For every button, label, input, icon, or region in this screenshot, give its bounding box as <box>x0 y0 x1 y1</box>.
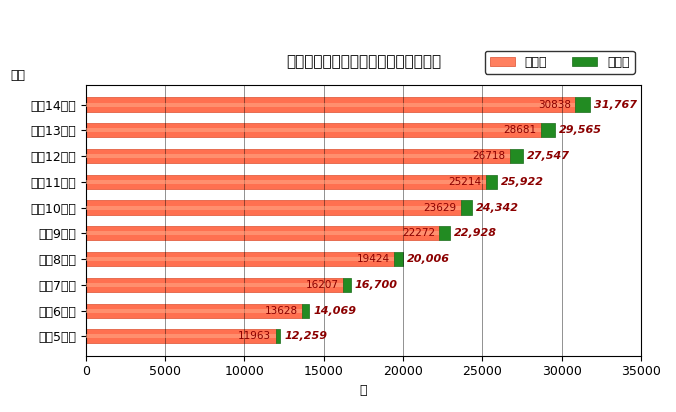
Bar <box>541 123 555 137</box>
Text: 16,700: 16,700 <box>355 280 398 290</box>
Text: 25214: 25214 <box>448 177 481 187</box>
Bar <box>86 180 486 184</box>
Bar <box>86 206 460 210</box>
Bar <box>86 252 394 266</box>
Bar <box>86 278 343 292</box>
Bar <box>86 149 510 163</box>
Bar <box>86 226 439 241</box>
Text: 30838: 30838 <box>538 100 571 110</box>
Text: 22272: 22272 <box>402 228 435 238</box>
Text: 28681: 28681 <box>504 125 537 135</box>
Bar <box>86 335 276 338</box>
Text: 16207: 16207 <box>306 280 339 290</box>
Bar <box>86 154 510 158</box>
Bar <box>86 175 486 189</box>
Bar <box>86 103 575 107</box>
Text: 23629: 23629 <box>423 203 456 213</box>
Text: 19424: 19424 <box>357 254 390 264</box>
Text: 25,922: 25,922 <box>501 177 544 187</box>
Text: 29,565: 29,565 <box>559 125 602 135</box>
Bar <box>86 123 541 137</box>
Bar <box>86 309 302 313</box>
Text: 20,006: 20,006 <box>408 254 450 264</box>
Text: 通級による指導対象児童生徒数の推移: 通級による指導対象児童生徒数の推移 <box>286 54 441 69</box>
Bar <box>86 329 276 344</box>
Bar <box>302 304 309 318</box>
Text: 12,259: 12,259 <box>285 331 327 342</box>
Bar <box>510 149 523 163</box>
Text: 22,928: 22,928 <box>454 228 497 238</box>
X-axis label: 人: 人 <box>360 384 367 397</box>
Text: 24,342: 24,342 <box>476 203 519 213</box>
Text: 年度: 年度 <box>11 70 26 82</box>
Legend: 小学校, 中学校: 小学校, 中学校 <box>485 51 635 74</box>
Bar <box>460 201 472 215</box>
Text: 14,069: 14,069 <box>313 306 356 316</box>
Bar <box>86 283 343 287</box>
Bar <box>86 201 460 215</box>
Bar <box>86 257 394 261</box>
Bar <box>486 175 497 189</box>
Bar <box>86 304 302 318</box>
Bar <box>86 98 575 112</box>
Bar <box>439 226 450 241</box>
Bar <box>343 278 351 292</box>
Bar <box>86 128 541 132</box>
Text: 27,547: 27,547 <box>527 151 570 161</box>
Text: 11963: 11963 <box>238 331 271 342</box>
Bar <box>575 98 589 112</box>
Bar <box>394 252 403 266</box>
Bar <box>276 329 281 344</box>
Text: 31,767: 31,767 <box>594 100 637 110</box>
Text: 26718: 26718 <box>473 151 506 161</box>
Bar <box>86 232 439 235</box>
Text: 13628: 13628 <box>265 306 298 316</box>
